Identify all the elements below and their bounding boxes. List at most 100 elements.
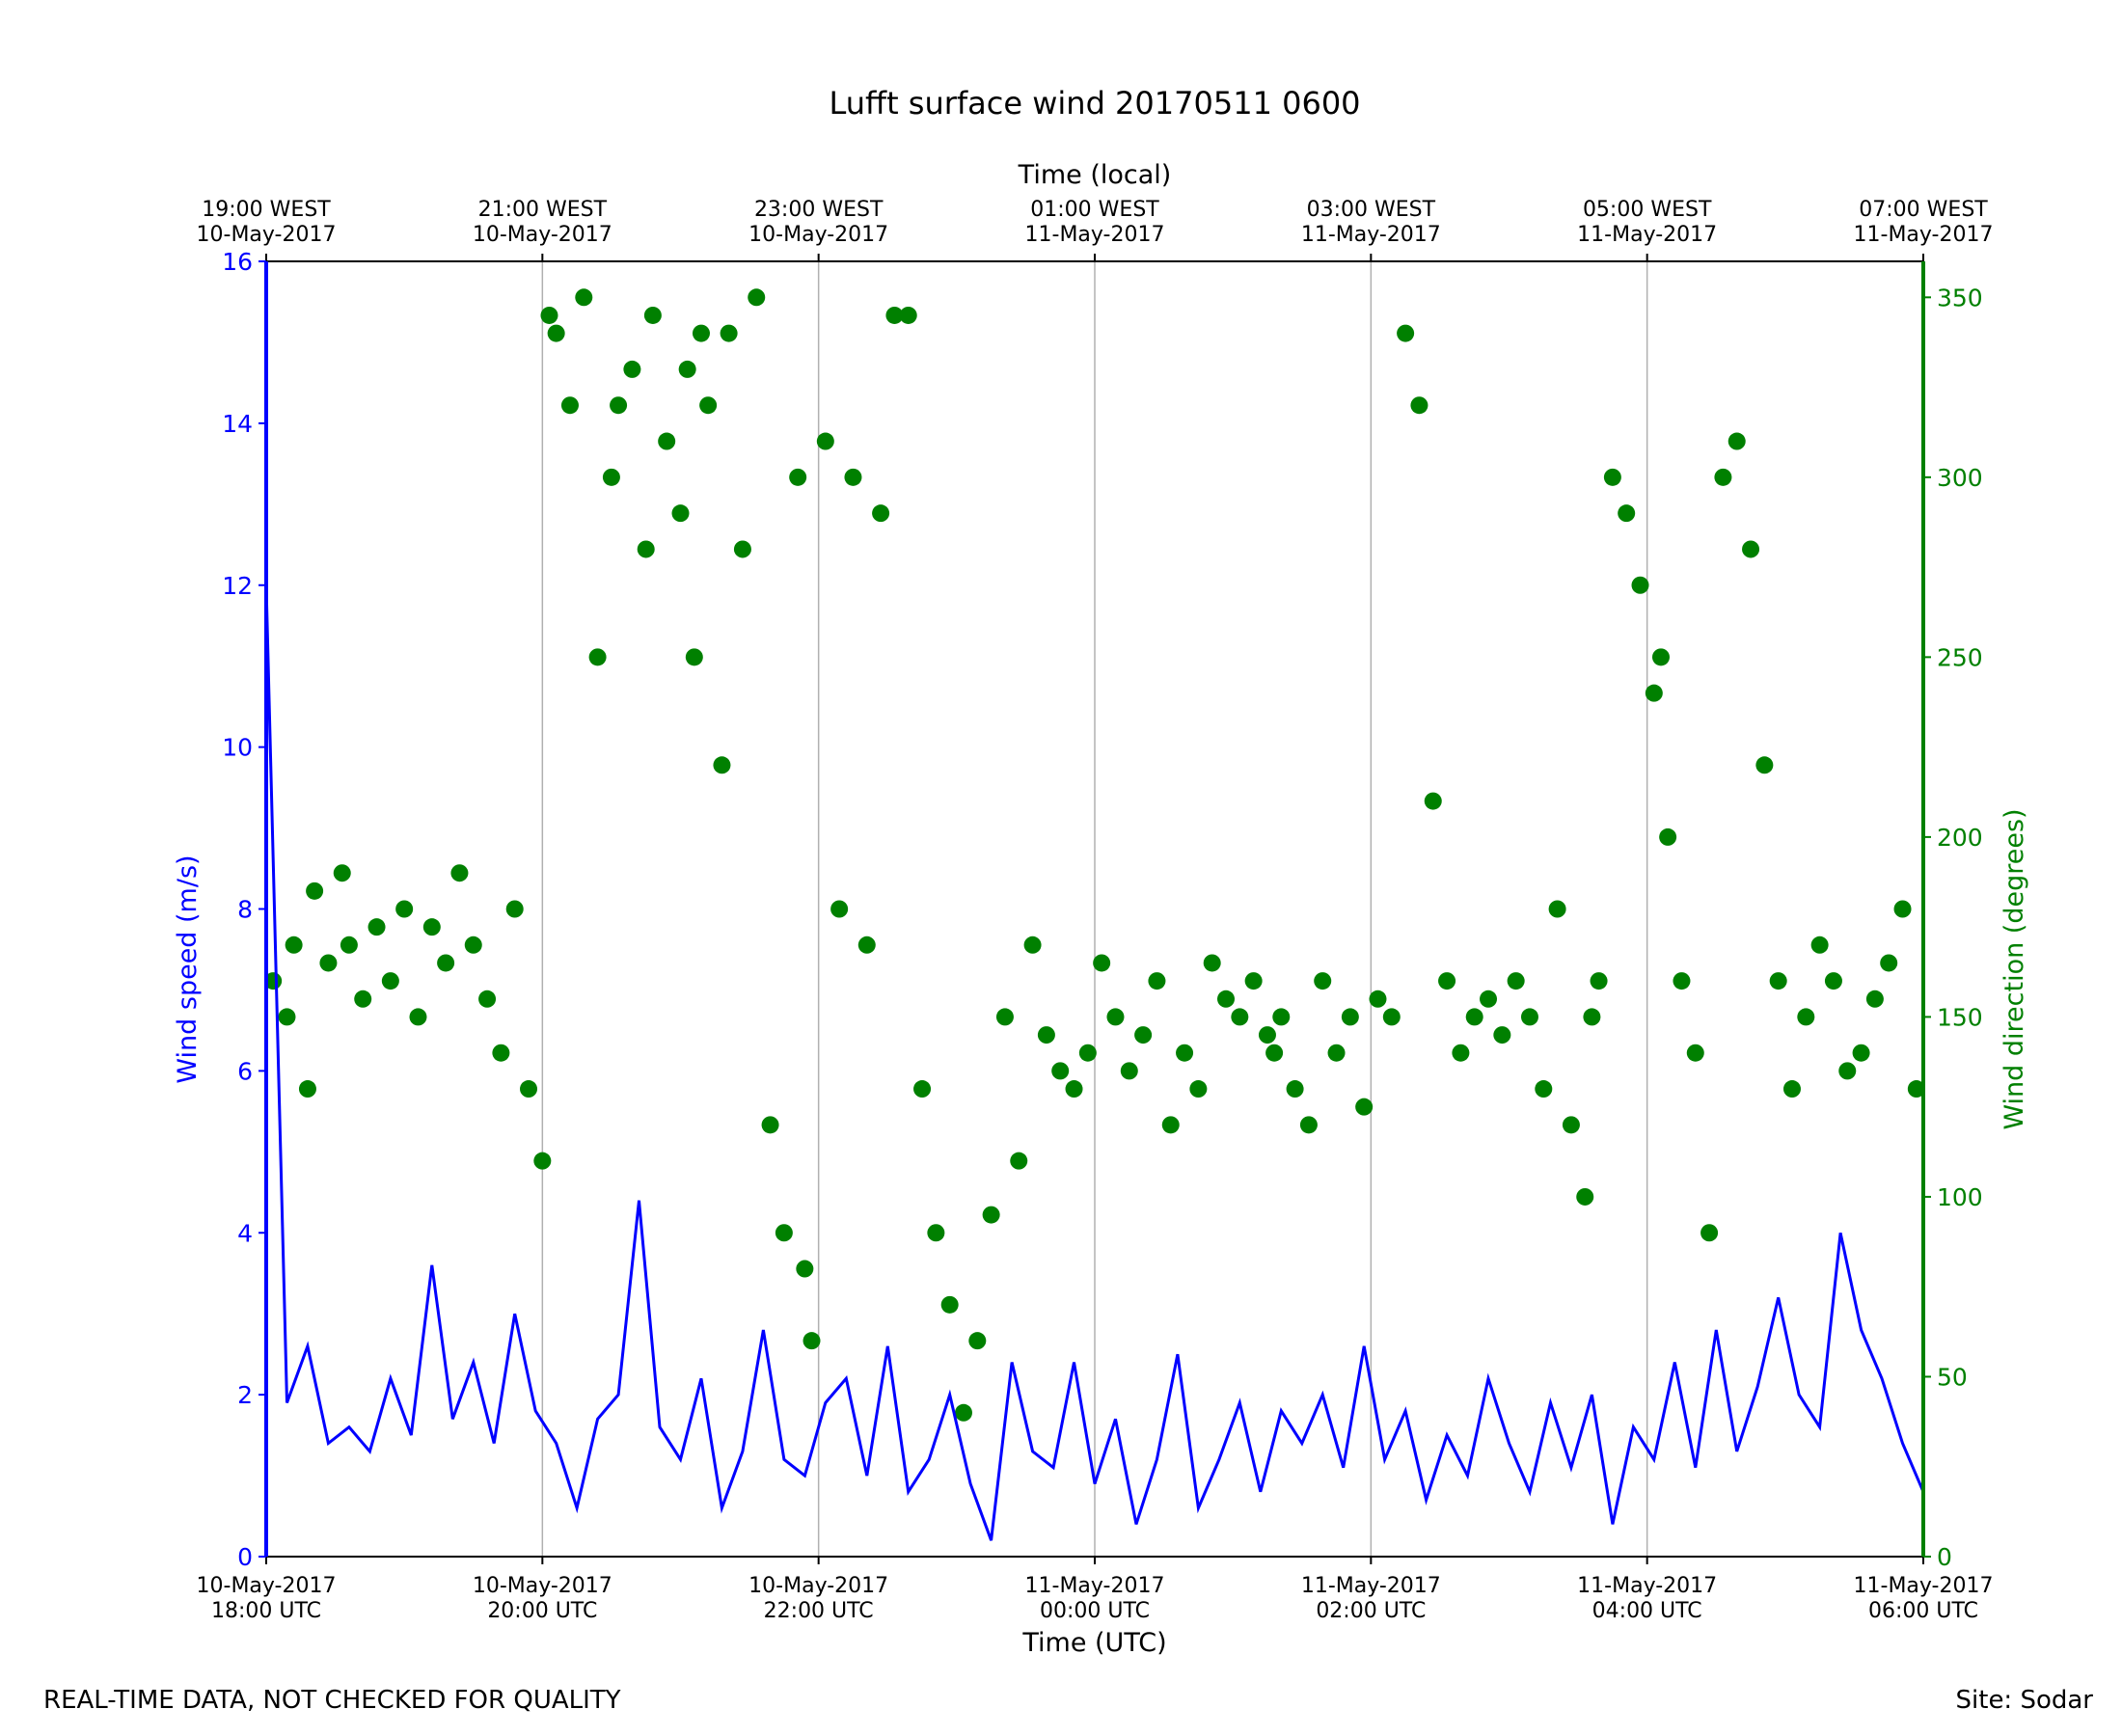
direction-point xyxy=(803,1332,821,1350)
direction-point xyxy=(1217,990,1236,1008)
left-tick-label: 8 xyxy=(237,896,253,924)
direction-point xyxy=(927,1224,945,1242)
top-tick-time: 19:00 WEST xyxy=(202,198,331,222)
direction-point xyxy=(699,396,718,415)
direction-point xyxy=(1686,1044,1704,1062)
direction-point xyxy=(1651,648,1670,666)
direction-point xyxy=(610,396,628,415)
direction-point xyxy=(1583,1008,1601,1026)
direction-point xyxy=(1093,954,1111,972)
site-label: Site: Sodar xyxy=(1955,1686,2093,1715)
right-tick-label: 50 xyxy=(1937,1363,1968,1391)
direction-point xyxy=(1161,1116,1180,1134)
direction-point xyxy=(1272,1008,1291,1026)
left-axis-label: Wind speed (m/s) xyxy=(173,854,203,1083)
bottom-axis-label: Time (UTC) xyxy=(1021,1628,1166,1658)
direction-point xyxy=(1507,972,1525,990)
top-tick-date: 10-May-2017 xyxy=(473,223,612,247)
direction-point xyxy=(1231,1008,1249,1026)
right-axis-label: Wind direction (degrees) xyxy=(2000,808,2029,1129)
direction-point xyxy=(1299,1116,1318,1134)
direction-point xyxy=(1810,936,1829,954)
direction-point xyxy=(1631,576,1649,594)
direction-point xyxy=(1769,972,1787,990)
bottom-tick-date: 11-May-2017 xyxy=(1577,1574,1717,1598)
bottom-tick-time: 18:00 UTC xyxy=(211,1599,321,1623)
direction-point xyxy=(333,864,351,882)
direction-point xyxy=(830,900,849,918)
direction-point xyxy=(285,936,303,954)
direction-point xyxy=(547,324,565,342)
direction-point xyxy=(885,306,904,324)
direction-point xyxy=(575,288,593,307)
direction-point xyxy=(1590,972,1608,990)
direction-point xyxy=(1603,468,1621,486)
direction-point xyxy=(354,990,372,1008)
direction-point xyxy=(1700,1224,1719,1242)
direction-point xyxy=(520,1080,538,1099)
direction-point xyxy=(1438,972,1456,990)
direction-point xyxy=(1562,1116,1580,1134)
direction-point xyxy=(1265,1044,1284,1062)
left-tick-label: 0 xyxy=(237,1543,253,1571)
direction-point xyxy=(857,936,876,954)
right-tick-label: 200 xyxy=(1937,824,1983,852)
direction-point xyxy=(1286,1080,1304,1099)
direction-point xyxy=(1838,1062,1857,1080)
left-tick-label: 14 xyxy=(222,410,253,438)
direction-point xyxy=(1369,990,1387,1008)
direction-point xyxy=(1120,1062,1138,1080)
top-axis-label: Time (local) xyxy=(1018,160,1172,190)
direction-point xyxy=(437,954,455,972)
direction-point xyxy=(1465,1008,1483,1026)
direction-point xyxy=(1659,827,1677,846)
top-tick-time: 05:00 WEST xyxy=(1583,198,1712,222)
direction-point xyxy=(1410,396,1428,415)
direction-point xyxy=(658,432,676,450)
top-tick-time: 21:00 WEST xyxy=(478,198,608,222)
direction-point xyxy=(1673,972,1691,990)
direction-point xyxy=(298,1080,316,1099)
wind-direction-points xyxy=(264,288,1925,1422)
direction-point xyxy=(796,1260,814,1278)
direction-point xyxy=(278,1008,296,1026)
top-tick-date: 11-May-2017 xyxy=(1301,223,1441,247)
direction-point xyxy=(1797,1008,1815,1026)
direction-point xyxy=(409,1008,427,1026)
left-tick-label: 6 xyxy=(237,1057,253,1085)
top-tick-time: 03:00 WEST xyxy=(1307,198,1436,222)
direction-point xyxy=(422,918,441,936)
direction-point xyxy=(643,306,662,324)
direction-point xyxy=(899,306,917,324)
direction-point xyxy=(1341,1008,1359,1026)
direction-point xyxy=(1880,954,1898,972)
direction-point xyxy=(1244,972,1263,990)
direction-point xyxy=(1148,972,1166,990)
direction-point xyxy=(1397,324,1415,342)
direction-point xyxy=(1037,1026,1055,1044)
bottom-tick-date: 10-May-2017 xyxy=(473,1574,612,1598)
right-tick-label: 0 xyxy=(1937,1543,1952,1571)
direction-point xyxy=(478,990,497,1008)
direction-point xyxy=(1065,1080,1083,1099)
direction-point xyxy=(492,1044,510,1062)
direction-point xyxy=(1493,1026,1511,1044)
direction-point xyxy=(692,324,710,342)
direction-point xyxy=(381,972,399,990)
bottom-tick-date: 10-May-2017 xyxy=(748,1574,888,1598)
direction-point xyxy=(678,360,696,378)
direction-point xyxy=(1852,1044,1870,1062)
direction-point xyxy=(1176,1044,1194,1062)
direction-point xyxy=(982,1206,1000,1224)
quality-note: REAL-TIME DATA, NOT CHECKED FOR QUALITY xyxy=(43,1686,621,1715)
direction-point xyxy=(1520,1008,1538,1026)
bottom-tick-date: 11-May-2017 xyxy=(1301,1574,1441,1598)
direction-point xyxy=(1452,1044,1470,1062)
direction-point xyxy=(1714,468,1732,486)
right-tick-label: 150 xyxy=(1937,1003,1983,1031)
direction-point xyxy=(1382,1008,1401,1026)
bottom-tick-time: 22:00 UTC xyxy=(764,1599,874,1623)
direction-point xyxy=(1728,432,1746,450)
direction-point xyxy=(540,306,558,324)
direction-point xyxy=(1548,900,1566,918)
